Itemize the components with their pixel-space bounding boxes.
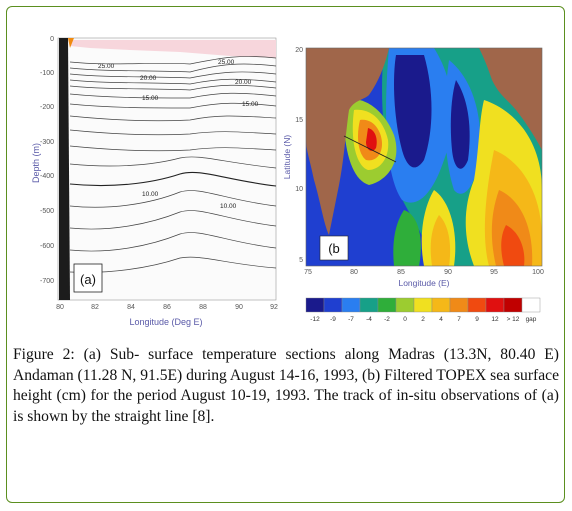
colorbar-label: -2	[384, 316, 390, 323]
x-tick-label: 95	[490, 269, 498, 276]
colorbar-label: -9	[330, 316, 336, 323]
y-tick-label: -600	[40, 243, 54, 250]
contour-label: 10.00	[220, 203, 237, 210]
y-axis-label: Depth (m)	[31, 143, 41, 183]
x-tick-label: 86	[163, 304, 171, 311]
colorbar-swatch	[377, 297, 397, 313]
y-tick-label: -200	[40, 104, 54, 111]
x-tick-label: 88	[199, 304, 207, 311]
colorbar-label: 12	[491, 316, 499, 323]
contour-label: 25.00	[218, 59, 235, 66]
colorbar-swatch	[449, 297, 469, 313]
y-tick-label: 0	[50, 36, 54, 43]
colorbar-label: -12	[310, 316, 320, 323]
contour-label: 15.00	[242, 101, 259, 108]
x-tick-label: 92	[270, 304, 278, 311]
panel-b-sea-surface-height-map: 20 15 10 5 75 80 85 90 95 100 Longitude …	[284, 47, 544, 323]
y-tick-label: -400	[40, 173, 54, 180]
contour-label: 15.00	[142, 95, 159, 102]
colorbar-label: 2	[421, 316, 425, 323]
colorbar-label: 4	[439, 316, 443, 323]
y-axis-label: Latitude (N)	[284, 135, 292, 180]
x-tick-label: 85	[397, 269, 405, 276]
panel-a-temperature-section: 25.00 20.00 15.00 10.00 25.00 20.00 15.0…	[31, 36, 278, 327]
x-tick-label: 75	[304, 269, 312, 276]
x-tick-label: 90	[235, 304, 243, 311]
panel-b-label: (b	[328, 241, 340, 256]
colorbar-swatch	[485, 297, 505, 313]
colorbar-swatch	[359, 297, 379, 313]
colorbar-swatch	[521, 297, 541, 313]
y-tick-label: -300	[40, 139, 54, 146]
colorbar-label: 7	[457, 316, 461, 323]
colorbar-swatch	[467, 297, 487, 313]
figure-caption: Figure 2: (a) Sub- surface temperature s…	[13, 346, 559, 425]
colorbar-swatch	[431, 297, 451, 313]
colorbar-swatch	[395, 297, 415, 313]
contour-label: 20.00	[140, 75, 157, 82]
colorbar-label: -4	[366, 316, 372, 323]
y-tick-label: -500	[40, 208, 54, 215]
colorbar-label: 0	[403, 316, 407, 323]
x-axis-label: Longitude (E)	[398, 278, 449, 288]
colorbar-swatch	[305, 297, 325, 313]
x-tick-label: 80	[350, 269, 358, 276]
contour-label: 10.00	[142, 191, 159, 198]
colorbar-swatch	[341, 297, 361, 313]
colorbar-swatch	[413, 297, 433, 313]
y-tick-label: 20	[295, 47, 303, 54]
x-tick-label: 80	[56, 304, 64, 311]
colorbar-label: -7	[348, 316, 354, 323]
y-tick-label: 10	[295, 186, 303, 193]
x-axis-label: Longitude (Deg E)	[129, 317, 202, 327]
y-tick-label: -700	[40, 278, 54, 285]
y-tick-label: 5	[299, 257, 303, 264]
x-tick-label: 100	[532, 269, 544, 276]
colorbar-label: 9	[475, 316, 479, 323]
colorbar-label: gap	[526, 316, 537, 323]
y-tick-label: -100	[40, 70, 54, 77]
panel-a-label: (a)	[80, 272, 96, 287]
x-tick-label: 84	[127, 304, 135, 311]
colorbar-swatch	[503, 297, 523, 313]
contour-label: 20.00	[235, 79, 252, 86]
contour-label: 25.00	[98, 63, 115, 70]
colorbar: -12 -9 -7 -4 -2 0 2 4 7 9 12 > 12 gap	[305, 297, 541, 323]
x-tick-label: 90	[444, 269, 452, 276]
x-tick-label: 82	[91, 304, 99, 311]
colorbar-swatch	[323, 297, 343, 313]
colorbar-label: > 12	[507, 316, 520, 323]
y-tick-label: 15	[295, 117, 303, 124]
